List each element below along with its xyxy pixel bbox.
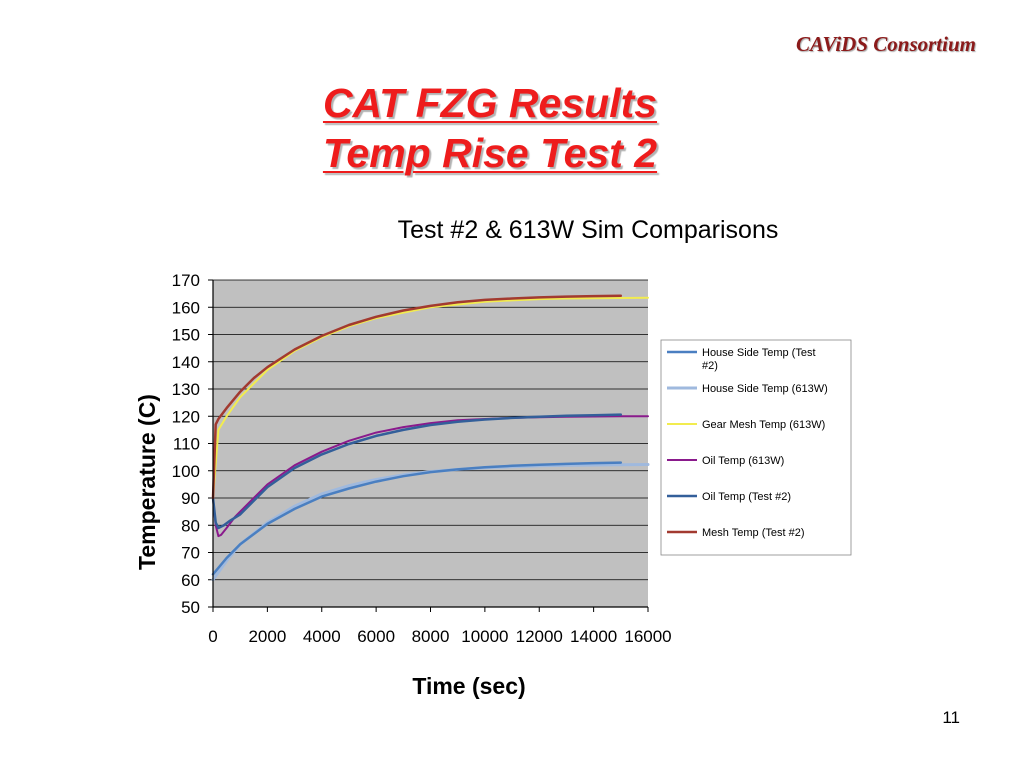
x-tick-label: 16000 bbox=[624, 627, 671, 646]
y-tick-label: 130 bbox=[172, 380, 200, 399]
slide-title: CAT FZG Results Temp Rise Test 2 bbox=[0, 78, 980, 178]
consortium-label: CAViDS Consortium bbox=[796, 32, 976, 56]
x-tick-label: 8000 bbox=[412, 627, 450, 646]
y-tick-label: 110 bbox=[173, 435, 200, 454]
y-tick-label: 120 bbox=[172, 407, 200, 426]
x-tick-label: 14000 bbox=[570, 627, 617, 646]
slide-number: 11 bbox=[942, 708, 960, 727]
x-tick-label: 2000 bbox=[248, 627, 286, 646]
legend-entry-label: House Side Temp (613W) bbox=[702, 383, 828, 395]
legend-entry-label: Gear Mesh Temp (613W) bbox=[702, 419, 825, 431]
y-tick-label: 100 bbox=[172, 462, 200, 481]
x-axis-ticks: 0 2000 4000 6000 8000 10000 12000 14000 16000 bbox=[208, 607, 672, 646]
series-line-2 bbox=[212, 296, 649, 499]
y-axis-label: Temperature (C) bbox=[134, 394, 160, 570]
y-tick-label: 160 bbox=[172, 298, 200, 317]
x-tick-label: 12000 bbox=[516, 627, 563, 646]
series-line-4 bbox=[211, 413, 623, 530]
y-tick-label: 80 bbox=[181, 516, 200, 535]
chart-title: Test #2 & 613W Sim Comparisons bbox=[398, 216, 779, 244]
slide-title-line-1: CAT FZG Results bbox=[322, 80, 658, 126]
x-axis-label: Time (sec) bbox=[412, 673, 525, 699]
y-tick-label: 170 bbox=[172, 271, 200, 290]
y-tick-label: 90 bbox=[181, 489, 200, 508]
legend-entry-label: Oil Temp (613W) bbox=[702, 455, 784, 467]
legend: House Side Temp (Test #2) House Side Temp … bbox=[660, 339, 852, 556]
series-lines bbox=[211, 294, 650, 582]
y-tick-label: 50 bbox=[181, 598, 200, 617]
series-line-5 bbox=[211, 294, 623, 500]
x-tick-label: 10000 bbox=[461, 627, 508, 646]
y-tick-label: 140 bbox=[172, 353, 200, 372]
legend-entry-label: Oil Temp (Test #2) bbox=[702, 491, 791, 503]
legend-entry-label: Mesh Temp (Test #2) bbox=[702, 527, 805, 539]
y-tick-label: 60 bbox=[181, 571, 200, 590]
legend-entry-label: House Side Temp (Test #2) bbox=[702, 347, 816, 372]
x-tick-label: 6000 bbox=[357, 627, 395, 646]
slide-title-line-2: Temp Rise Test 2 bbox=[322, 130, 658, 176]
x-tick-label: 4000 bbox=[303, 627, 341, 646]
y-tick-label: 70 bbox=[181, 544, 200, 563]
legend-box bbox=[660, 339, 852, 556]
x-tick-label: 0 bbox=[208, 627, 217, 646]
series-line-0 bbox=[211, 461, 623, 576]
y-tick-label: 150 bbox=[172, 326, 200, 345]
y-axis-ticks: 50 60 70 80 90 100 110 120 130 140 150 160 170 bbox=[172, 271, 213, 617]
